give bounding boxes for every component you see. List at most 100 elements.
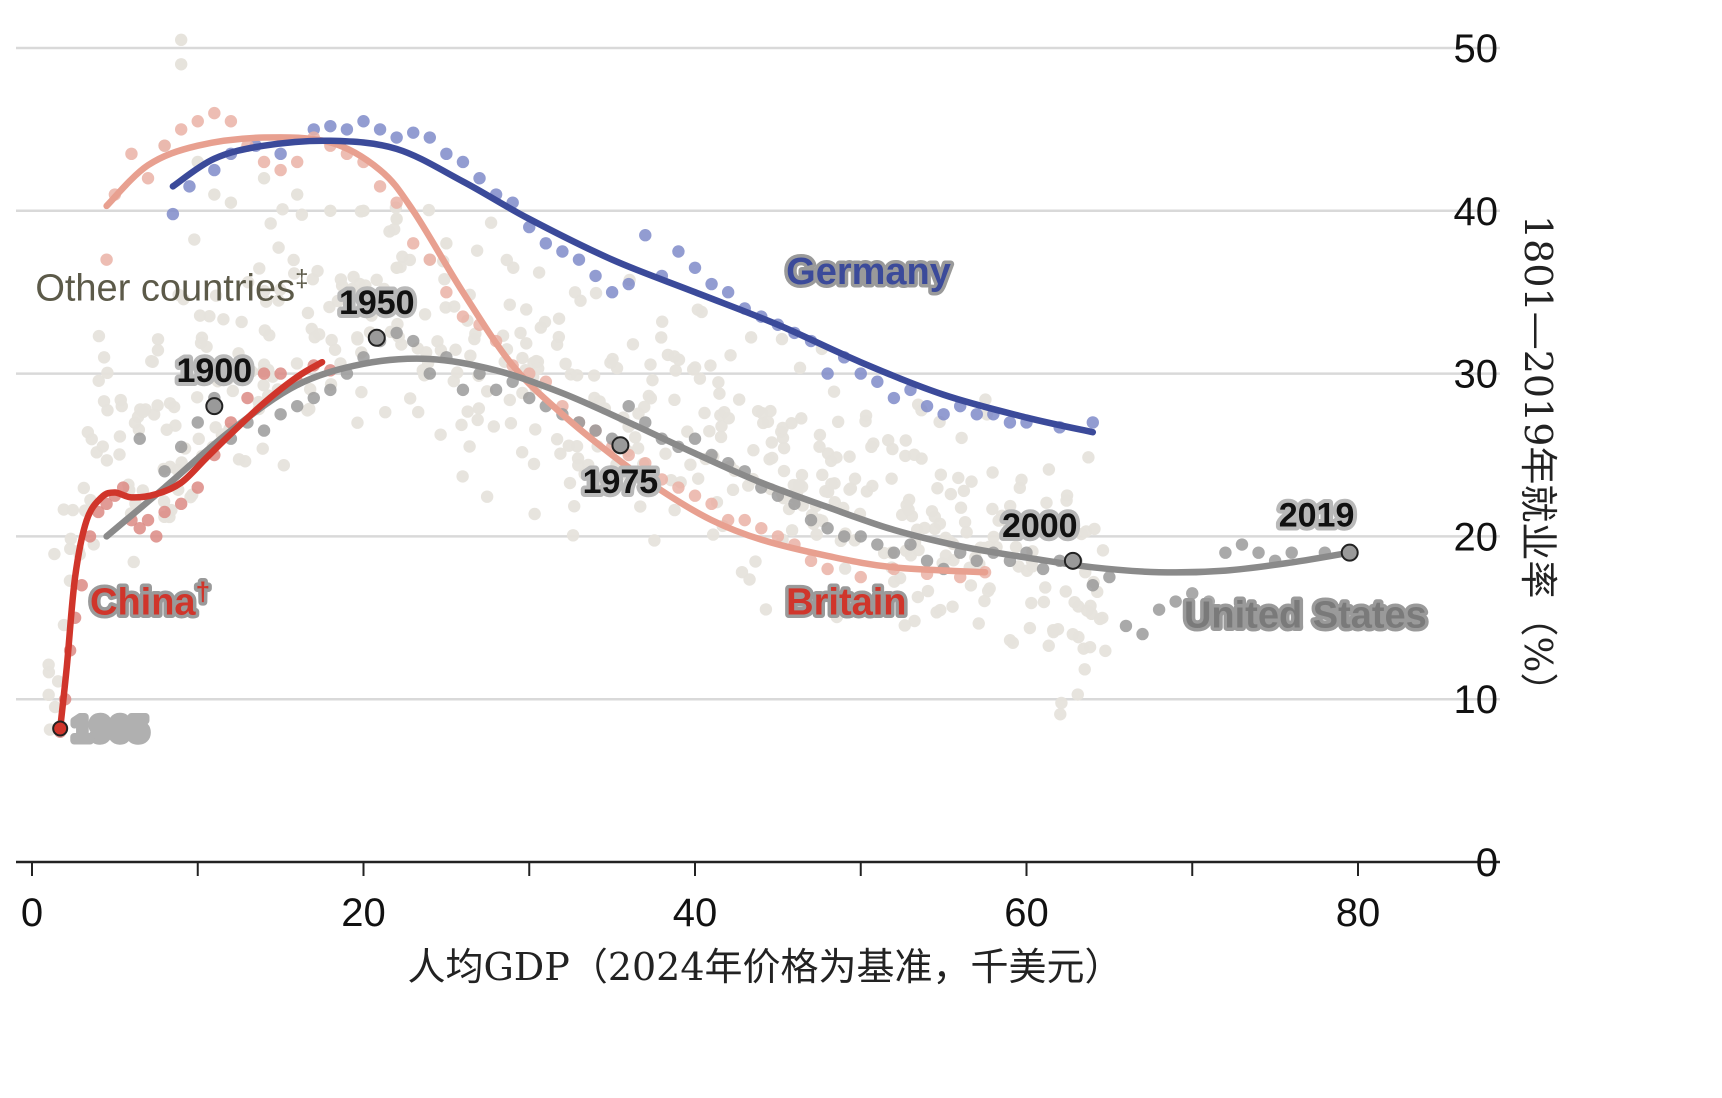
germany-point	[871, 375, 884, 388]
other-country-point	[419, 346, 433, 359]
y-tick-label: 0	[1476, 841, 1498, 885]
other-country-point	[520, 303, 533, 316]
other-country-point	[724, 349, 737, 362]
germany-point	[1086, 416, 1100, 429]
other-country-point	[1025, 596, 1038, 610]
germany-point	[572, 253, 586, 266]
united-states-point	[191, 416, 204, 429]
united-states-point	[1152, 603, 1166, 616]
other-country-point	[1003, 499, 1017, 513]
other-country-point	[200, 340, 213, 353]
united-states-point	[970, 554, 983, 568]
germany-point	[622, 277, 635, 291]
other-country-point	[64, 532, 78, 546]
other-country-point	[331, 294, 345, 308]
united-states-point	[158, 465, 171, 478]
other-country-point	[221, 372, 235, 386]
britain-point	[771, 530, 785, 543]
germany-point	[166, 207, 180, 221]
united-states-point	[456, 383, 470, 397]
other-country-point	[934, 468, 948, 481]
other-country-point	[865, 440, 878, 454]
china-start-year-label: 1965	[72, 711, 148, 749]
x-tick-label: 0	[21, 891, 43, 935]
other-country-point	[859, 414, 872, 428]
y-tick-label: 30	[1454, 353, 1499, 397]
united-states-point	[1186, 587, 1199, 600]
other-country-point	[777, 464, 791, 478]
other-country-point	[301, 306, 315, 320]
britain-point	[688, 489, 702, 502]
other-country-point	[305, 322, 318, 336]
britain-point	[257, 155, 271, 169]
other-country-point	[688, 361, 702, 374]
other-country-point	[946, 600, 959, 613]
united-states-point	[904, 538, 917, 551]
other-country-point	[931, 482, 944, 495]
other-country-point	[1055, 696, 1068, 710]
other-country-point	[626, 338, 640, 351]
other-country-point	[160, 423, 173, 436]
other-country-point	[192, 432, 205, 446]
united-states-point	[390, 326, 403, 340]
germany-point	[556, 245, 569, 258]
other-country-point	[487, 420, 501, 433]
other-country-point	[438, 272, 451, 286]
other-country-point	[744, 331, 758, 344]
other-country-point	[97, 351, 111, 364]
x-axis: 0 20 40 60 80	[16, 860, 1500, 935]
united-states-point	[854, 530, 867, 543]
germany-point	[920, 399, 934, 413]
other-country-point	[659, 447, 672, 460]
other-country-point	[568, 500, 581, 513]
other-country-point	[831, 415, 845, 429]
other-country-point	[933, 517, 947, 530]
other-country-point	[934, 603, 947, 617]
other-country-point	[232, 347, 245, 360]
other-country-point	[418, 308, 432, 321]
britain-point	[141, 172, 155, 185]
other-country-point	[177, 355, 190, 368]
britain-point	[639, 456, 652, 470]
other-country-point	[849, 604, 863, 617]
britain-point	[804, 554, 818, 568]
other-country-point	[334, 273, 348, 286]
other-country-point	[552, 312, 566, 325]
china-point	[83, 530, 97, 543]
other-country-point	[365, 309, 378, 322]
united-states-point	[324, 383, 337, 397]
germany-point	[373, 123, 387, 136]
other-country-point	[287, 253, 300, 267]
other-country-point	[1088, 522, 1101, 536]
united-states-point	[1219, 546, 1232, 559]
other-country-point	[712, 376, 725, 389]
china-point	[100, 497, 113, 511]
other-country-point	[190, 391, 204, 404]
united-states-point	[274, 408, 287, 421]
other-country-point	[290, 357, 304, 370]
year-marker-label: 1900	[177, 352, 253, 390]
germany-trend-line	[169, 137, 1097, 436]
germany-point	[324, 119, 337, 133]
other-country-point	[461, 405, 474, 418]
other-country-point	[726, 483, 740, 497]
other-countries-label-mark: ‡	[295, 265, 308, 292]
other-country-point	[587, 369, 601, 382]
united-states-point	[1136, 627, 1149, 641]
china-point	[158, 505, 171, 519]
other-country-point	[516, 351, 529, 365]
other-country-point	[463, 440, 476, 453]
other-country-point	[921, 584, 935, 598]
other-country-point	[704, 359, 717, 372]
china-point	[191, 481, 204, 494]
other-country-point	[500, 253, 513, 267]
y-tick-label: 40	[1454, 190, 1499, 234]
other-country-point	[669, 364, 682, 377]
other-country-point	[532, 266, 546, 279]
other-country-point	[277, 459, 291, 472]
britain-point	[125, 147, 138, 161]
united-states-point	[423, 367, 436, 380]
other-country-point	[449, 343, 462, 356]
other-country-point	[644, 358, 657, 371]
other-country-point	[276, 203, 289, 216]
